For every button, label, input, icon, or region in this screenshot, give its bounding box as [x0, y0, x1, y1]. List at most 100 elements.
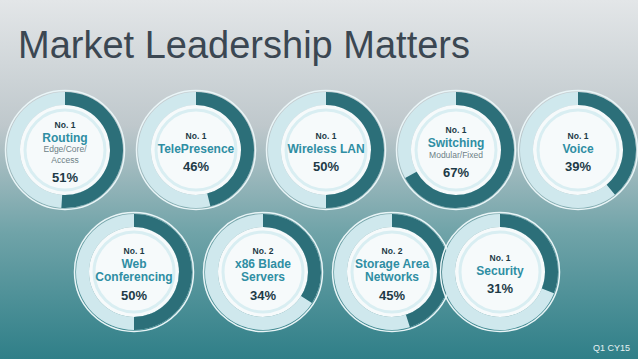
donut-inner-ring — [416, 110, 496, 190]
background — [0, 0, 638, 359]
text-line: x86 Blade — [235, 257, 291, 271]
donut-face — [89, 227, 179, 317]
text-line: 39% — [565, 159, 591, 174]
donut-face — [218, 227, 308, 317]
chart-title: TelePresence — [158, 142, 235, 156]
text-line: Modular/Fixed — [429, 150, 483, 160]
donut-face — [411, 105, 501, 195]
rank-label: No. 1 — [124, 246, 145, 256]
chart-subtitle: Edge/Core/Access — [44, 144, 88, 165]
text-line: 67% — [443, 165, 469, 180]
slide: Market Leadership MattersQ1 CY15No. 1Rou… — [0, 0, 638, 359]
donut-track — [268, 92, 384, 208]
donut-halo — [519, 91, 638, 210]
donut-chart: No. 1RoutingEdge/Core/Access 51% — [6, 91, 125, 210]
text-line: Access — [51, 155, 78, 165]
slide-title: Market Leadership Matters — [18, 24, 470, 66]
data-label: 46% — [183, 159, 209, 174]
text-line: No. 1 — [124, 246, 145, 256]
donut-inner-ring — [25, 110, 105, 190]
data-label: 50% — [313, 159, 339, 174]
donut-inner-ring — [286, 110, 366, 190]
donut-face — [20, 105, 110, 195]
donut-halo — [333, 213, 452, 332]
rank-label: No. 2 — [382, 246, 403, 256]
donut-track — [520, 92, 636, 208]
text-line: 45% — [379, 288, 405, 303]
donut-chart: No. 1Security 31% — [441, 213, 560, 332]
text-line: 50% — [121, 288, 147, 303]
donut-face — [455, 227, 545, 317]
donut-halo — [75, 213, 194, 332]
chart-title: Storage AreaNetworks — [355, 257, 430, 285]
text-line: TelePresence — [158, 142, 235, 156]
chart-title: Wireless LAN — [287, 142, 364, 156]
data-label: 50% — [121, 288, 147, 303]
text-line: Conferencing — [95, 270, 172, 284]
chart-title: Voice — [562, 142, 593, 156]
donut-inner-ring — [460, 232, 540, 312]
text-line: Storage Area — [355, 257, 430, 271]
text-line: 50% — [313, 159, 339, 174]
donut-inner-ring — [156, 110, 236, 190]
text-line: No. 2 — [382, 246, 403, 256]
text-line: 46% — [183, 159, 209, 174]
text-line: Networks — [365, 270, 419, 284]
donut-chart: No. 2Storage AreaNetworks 45% — [333, 213, 452, 332]
chart-title: WebConferencing — [95, 257, 172, 285]
data-label: 51% — [52, 170, 78, 185]
rank-label: No. 1 — [490, 253, 511, 263]
donut-track — [334, 214, 450, 330]
data-label: 34% — [250, 288, 276, 303]
donut-chart: No. 1TelePresence 46% — [137, 91, 256, 210]
rank-label: No. 2 — [253, 246, 274, 256]
text-line: Routing — [42, 131, 87, 145]
donut-track — [76, 214, 192, 330]
donut-face — [281, 105, 371, 195]
donut-halo — [441, 213, 560, 332]
text-line: No. 1 — [55, 120, 76, 130]
donut-track — [205, 214, 321, 330]
donut-chart: No. 1SwitchingModular/Fixed 67% — [397, 91, 516, 210]
chart-title: Security — [476, 264, 524, 278]
donut-track — [398, 92, 514, 208]
rank-label: No. 1 — [568, 131, 589, 141]
donut-halo — [137, 91, 256, 210]
text-line: Security — [476, 264, 524, 278]
donut-face — [151, 105, 241, 195]
donut-halo — [6, 91, 125, 210]
donut-halo — [397, 91, 516, 210]
donut-chart: No. 1Wireless LAN 50% — [267, 91, 386, 210]
text-line: 34% — [250, 288, 276, 303]
text-line: No. 1 — [186, 131, 207, 141]
donut-halo — [204, 213, 323, 332]
text-line: No. 2 — [253, 246, 274, 256]
text-line: Edge/Core/ — [44, 144, 88, 154]
data-label: 39% — [565, 159, 591, 174]
footnote: Q1 CY15 — [593, 343, 630, 353]
plot-area — [405, 92, 514, 208]
text-line: Web — [121, 257, 146, 271]
text-line: No. 1 — [446, 125, 467, 135]
text-line: Servers — [241, 270, 285, 284]
donut-inner-ring — [538, 110, 618, 190]
donut-halo — [267, 91, 386, 210]
donut-arc — [405, 92, 514, 208]
donut-inner-ring — [352, 232, 432, 312]
donut-chart: No. 1Voice 39% — [519, 91, 638, 210]
donut-track — [7, 92, 123, 208]
text-line: No. 1 — [316, 131, 337, 141]
chart-subtitle: Modular/Fixed — [429, 150, 483, 160]
data-label: 45% — [379, 288, 405, 303]
text-line: 31% — [487, 281, 513, 296]
text-line: Switching — [428, 136, 485, 150]
rank-label: No. 1 — [446, 125, 467, 135]
donut-chart: No. 2x86 BladeServers 34% — [204, 213, 323, 332]
data-label: 67% — [443, 165, 469, 180]
text-line: Wireless LAN — [287, 142, 364, 156]
text-line: No. 1 — [490, 253, 511, 263]
rank-label: No. 1 — [55, 120, 76, 130]
chart-title: Routing — [42, 131, 87, 145]
text-line: 51% — [52, 170, 78, 185]
donut-face — [347, 227, 437, 317]
